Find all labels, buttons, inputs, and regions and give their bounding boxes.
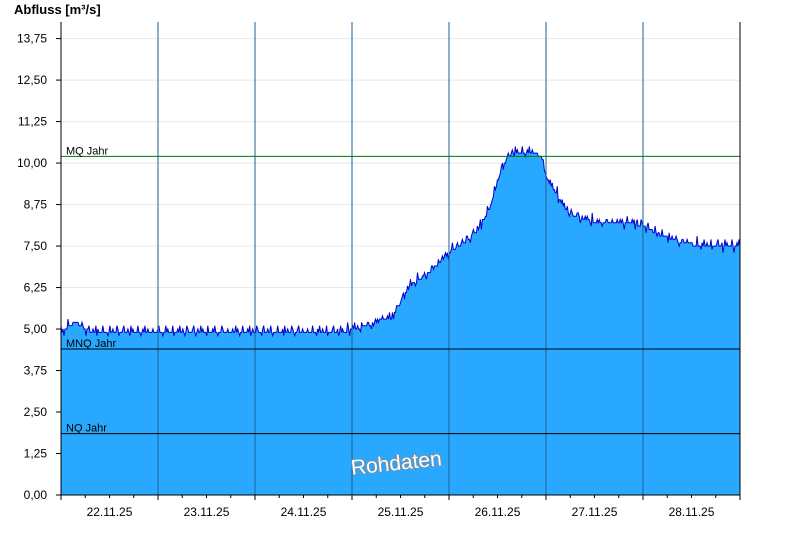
x-tick-label: 22.11.25 [87,505,133,519]
reference-line-label: MNQ Jahr [66,338,116,350]
y-tick-label: 1,25 [24,447,48,461]
x-tick-label: 28.11.25 [669,505,715,519]
y-ticks: 0,00 1,25 2,50 3,75 5,00 6,25 7,50 8,75 10,00 11,… [17,32,61,502]
reference-line-label: MQ Jahr [66,145,109,157]
y-tick-label: 3,75 [24,364,48,378]
y-tick-label: 6,25 [24,281,48,295]
x-tick-label: 23.11.25 [184,505,230,519]
y-tick-label: 11,25 [18,115,47,129]
y-axis-label: Abfluss [m³/s] [14,2,101,17]
discharge-line [60,146,741,338]
x-tick-label: 24.11.25 [281,505,327,519]
y-tick-label: 5,00 [24,322,48,336]
day-separators [157,22,644,495]
y-tick-label: 7,50 [24,239,48,253]
x-ticks: 22.11.25 23.11.25 24.11.25 25.11.25 26.11.25… [60,495,741,519]
x-tick-label: 25.11.25 [378,505,424,519]
x-tick-label: 27.11.25 [572,505,618,519]
y-tick-label: 0,00 [24,488,48,502]
y-tick-label: 12,50 [17,73,47,87]
y-tick-label: 13,75 [17,32,47,46]
y-tick-label: 2,50 [24,405,48,419]
discharge-area [61,146,740,495]
y-tick-label: 8,75 [24,198,48,212]
y-tick-label: 10,00 [17,156,47,170]
reference-line-label: NQ Jahr [66,423,107,435]
reference-lines: MQ Jahr MNQ Jahr NQ Jahr [61,145,740,435]
x-tick-label: 26.11.25 [475,505,521,519]
